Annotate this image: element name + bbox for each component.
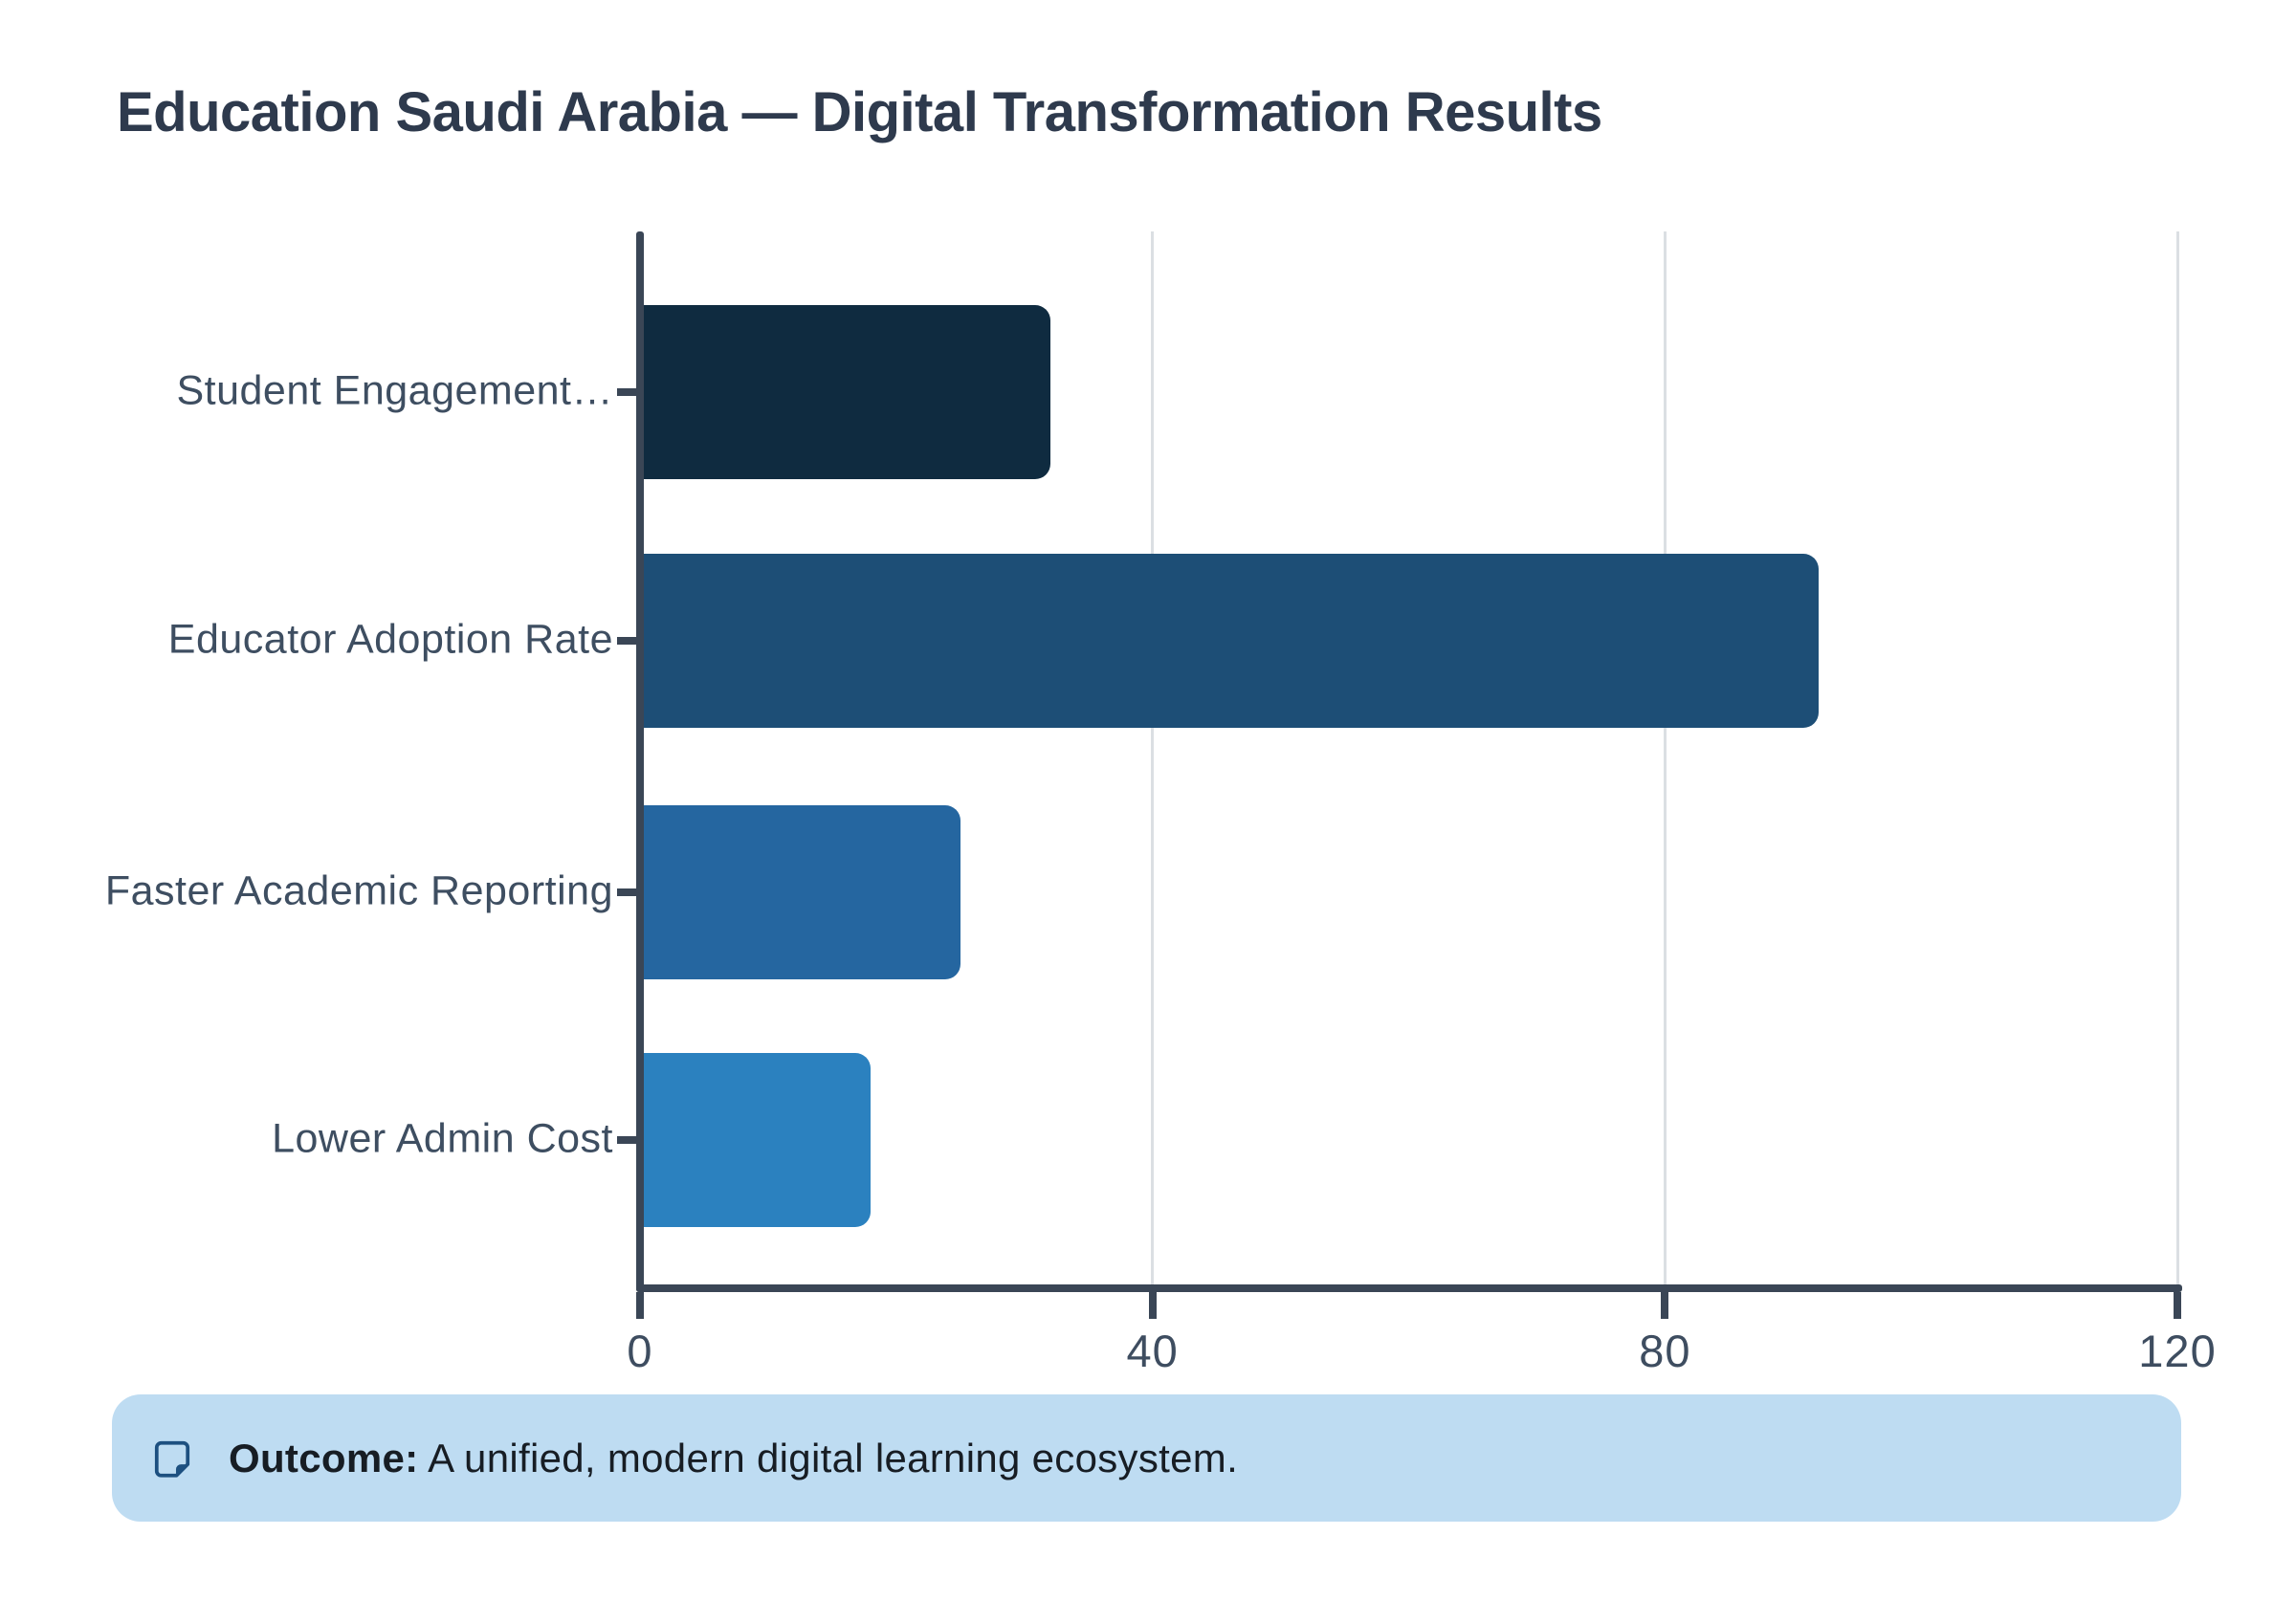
- x-tick-40: [1148, 1292, 1157, 1319]
- gridline-80: [1663, 231, 1667, 1284]
- bar: [644, 305, 1050, 479]
- x-tick-0: [636, 1292, 644, 1319]
- category-label: Educator Adoption Rate: [167, 616, 613, 663]
- gridline-40: [1151, 231, 1155, 1284]
- category-label: Student Engagement…: [176, 367, 613, 414]
- y-tick-0: [617, 388, 636, 396]
- x-axis-line: [636, 1284, 2182, 1292]
- x-tick-label-80: 80: [1639, 1326, 1691, 1376]
- bar: [644, 1053, 872, 1227]
- x-tick-label-40: 40: [1126, 1326, 1179, 1376]
- bar: [644, 554, 1820, 728]
- chart-title: Education Saudi Arabia — Digital Transfo…: [117, 81, 1602, 143]
- sticky-note-icon: [154, 1440, 190, 1478]
- outcome-text: Outcome: A unified, modern digital learn…: [229, 1436, 1238, 1481]
- x-tick-120: [2174, 1292, 2181, 1319]
- y-tick-1: [617, 637, 636, 645]
- category-label: Faster Academic Reporting: [104, 867, 613, 914]
- outcome-banner: Outcome: A unified, modern digital learn…: [112, 1394, 2181, 1522]
- outcome-message: A unified, modern digital learning ecosy…: [428, 1435, 1239, 1480]
- x-tick-80: [1661, 1292, 1669, 1319]
- x-tick-label-0: 0: [627, 1326, 653, 1376]
- bar: [644, 805, 960, 979]
- outcome-label: Outcome:: [229, 1435, 419, 1480]
- gridline-120: [2175, 231, 2179, 1284]
- y-tick-2: [617, 888, 636, 896]
- category-label: Lower Admin Cost: [272, 1115, 613, 1162]
- y-tick-3: [617, 1136, 636, 1144]
- x-tick-label-120: 120: [2138, 1326, 2217, 1376]
- y-axis-line: [636, 231, 644, 1292]
